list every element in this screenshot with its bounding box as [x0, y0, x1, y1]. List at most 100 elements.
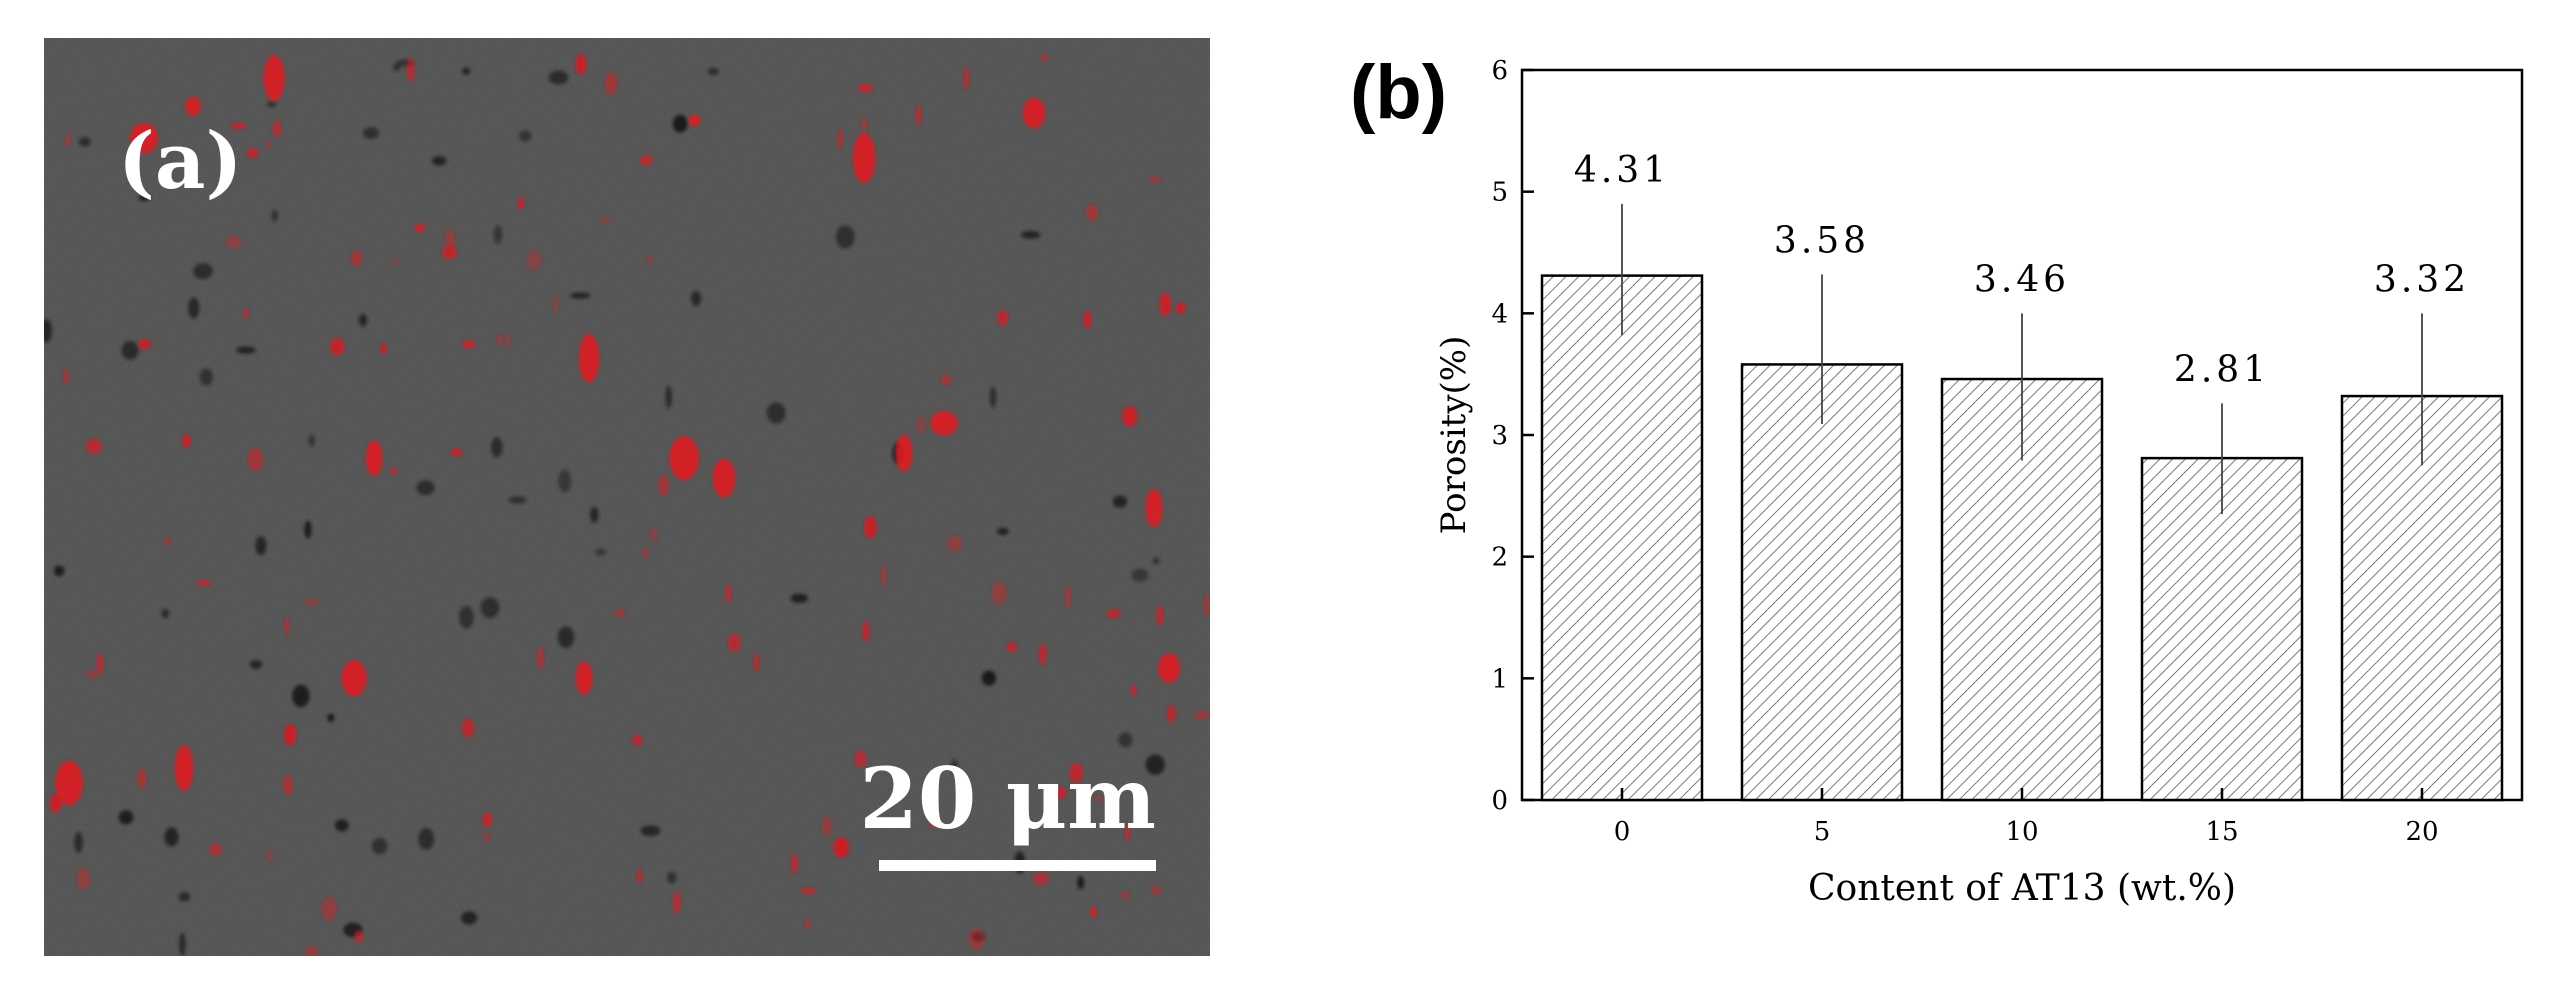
- red-particle: [915, 416, 926, 434]
- red-particle: [65, 132, 71, 149]
- pore-spot: [255, 536, 267, 556]
- red-particle: [575, 661, 593, 695]
- pore-spot: [193, 263, 213, 280]
- red-particle: [928, 820, 942, 828]
- red-particle: [552, 295, 558, 313]
- red-particle: [754, 653, 759, 673]
- red-particle: [833, 837, 850, 858]
- pore-spot: [178, 892, 191, 902]
- pore-spot: [1077, 875, 1085, 890]
- red-particle: [860, 116, 868, 131]
- bar-value-label: 2.81: [2174, 349, 2270, 390]
- pore-spot: [667, 872, 677, 884]
- red-particle: [247, 448, 263, 472]
- x-axis-label: Content of AT13 (wt.%): [1808, 868, 2236, 909]
- pores-layer: [40, 59, 1165, 957]
- red-particle: [96, 652, 104, 675]
- red-particle: [350, 250, 362, 266]
- red-particle: [390, 467, 397, 475]
- red-particle: [243, 308, 249, 320]
- red-particle: [669, 436, 699, 480]
- bar-value-label: 3.46: [1974, 259, 2070, 300]
- red-particle: [482, 812, 493, 827]
- red-particle: [658, 474, 669, 496]
- pore-spot: [595, 548, 606, 556]
- red-particle: [632, 734, 643, 746]
- red-particle: [185, 96, 201, 116]
- bar-value-label: 4.31: [1574, 150, 1670, 191]
- micrograph-image: (a) 20 μm: [40, 38, 1210, 960]
- pore-spot: [480, 597, 500, 619]
- red-particle: [63, 369, 69, 385]
- red-particle: [462, 340, 476, 349]
- red-particle: [230, 122, 246, 130]
- red-particle: [863, 515, 877, 539]
- red-particle: [196, 579, 212, 587]
- red-particle: [517, 196, 524, 210]
- red-particle: [321, 897, 337, 921]
- red-particle: [263, 54, 285, 102]
- red-particle: [341, 659, 367, 697]
- red-particle: [880, 563, 887, 587]
- pore-spot: [138, 194, 151, 201]
- red-particle: [497, 333, 503, 346]
- pore-spot: [334, 819, 349, 832]
- red-particle: [790, 853, 798, 875]
- y-axis-label: Porosity(%): [1434, 336, 1474, 535]
- red-particle: [284, 616, 290, 636]
- y-tick-label: 1: [1491, 664, 1508, 694]
- red-particle: [265, 140, 272, 149]
- red-particle: [647, 256, 653, 264]
- red-particle: [642, 548, 648, 558]
- red-particle: [1106, 609, 1121, 618]
- pore-spot: [266, 101, 277, 108]
- red-particle: [1053, 787, 1067, 799]
- red-particle: [283, 723, 297, 746]
- red-particle: [354, 930, 364, 944]
- red-particle: [1022, 97, 1046, 129]
- pore-spot: [393, 63, 401, 71]
- pore-spot: [981, 670, 997, 686]
- pore-spot: [40, 319, 52, 343]
- red-particle: [272, 120, 282, 138]
- red-particle: [226, 235, 242, 249]
- red-particle: [303, 598, 319, 606]
- red-particle: [804, 918, 810, 929]
- pore-spot: [519, 130, 532, 142]
- red-particle: [712, 458, 736, 498]
- pore-spot: [1118, 732, 1133, 748]
- red-particle: [649, 525, 658, 543]
- pore-spot: [490, 437, 503, 458]
- red-particle: [940, 374, 952, 385]
- pore-spot: [74, 831, 83, 853]
- x-tick-label: 15: [2205, 817, 2238, 847]
- pore-spot: [164, 827, 179, 847]
- red-particle: [450, 448, 462, 457]
- red-particle: [688, 114, 701, 127]
- panel-a-label: (a): [118, 116, 242, 207]
- x-tick-label: 10: [2005, 817, 2038, 847]
- red-particle: [1093, 795, 1103, 803]
- red-particles-layer: [49, 53, 1210, 960]
- red-particle: [996, 310, 1009, 326]
- red-particle: [604, 72, 618, 94]
- pore-spot: [1152, 557, 1160, 565]
- red-particle: [136, 768, 147, 789]
- porosity-chart-panel: (b) 0 1 2 3 4 5 6 0 4.31 5 3.58 10 3.46 15 2.81 20 3.32 C…: [1300, 20, 2554, 980]
- red-particle: [1159, 292, 1172, 317]
- pore-spot: [462, 67, 471, 75]
- red-particle: [1203, 593, 1210, 617]
- pore-spot: [416, 480, 435, 496]
- pore-spot: [121, 341, 139, 360]
- pore-spot: [179, 932, 186, 957]
- pore-spot: [835, 225, 855, 249]
- red-particle: [1083, 310, 1092, 328]
- micrograph-panel: (a) 20 μm: [40, 38, 1210, 960]
- bar: [1740, 363, 1904, 802]
- red-particle: [1121, 405, 1138, 427]
- y-tick-label: 3: [1491, 421, 1508, 451]
- bar: [1540, 274, 1704, 802]
- pore-spot: [996, 527, 1009, 536]
- y-tick-label: 0: [1491, 786, 1508, 816]
- red-particle: [406, 58, 415, 82]
